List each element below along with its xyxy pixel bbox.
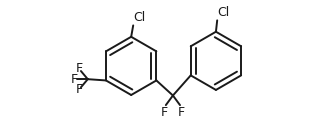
Text: F: F — [76, 62, 82, 75]
Text: F: F — [76, 83, 82, 96]
Text: F: F — [178, 106, 185, 119]
Text: F: F — [160, 106, 168, 119]
Text: Cl: Cl — [134, 11, 146, 24]
Text: Cl: Cl — [218, 6, 230, 19]
Text: F: F — [71, 73, 78, 86]
